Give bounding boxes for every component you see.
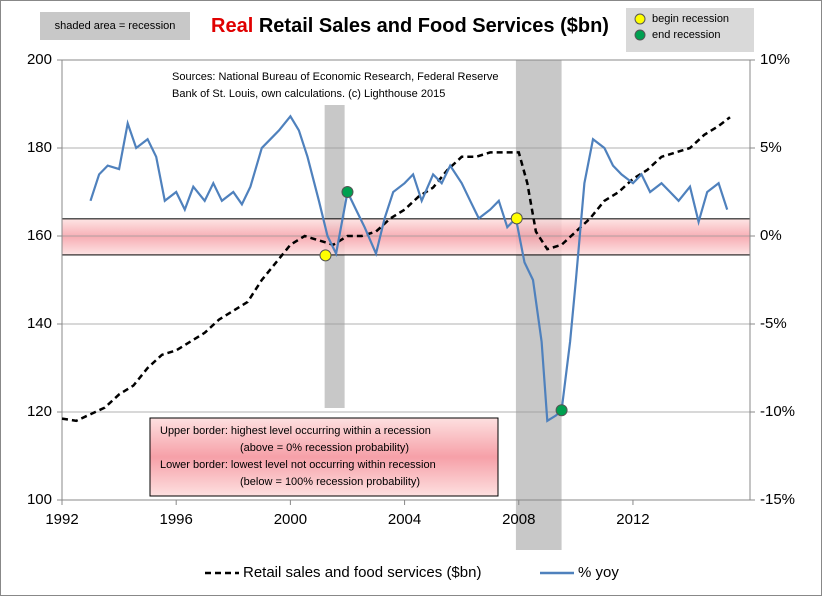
y2-tick-label: 10%: [760, 51, 790, 68]
recession-marker: [510, 212, 523, 225]
y-tick-label: 100: [27, 491, 52, 508]
x-tick-label: 1992: [45, 511, 78, 528]
band-note-box: [149, 417, 499, 497]
x-tick-label: 2008: [502, 511, 535, 528]
series-line: [89, 114, 729, 423]
legend-marker: [634, 13, 646, 25]
y-tick-label: 200: [27, 51, 52, 68]
band-note: Lower border: lowest level not occurring…: [160, 459, 436, 471]
recession-marker: [319, 249, 332, 262]
legend-label: end recession: [652, 29, 721, 41]
y-tick-label: 160: [27, 227, 52, 244]
band-note: (above = 0% recession probability): [240, 442, 409, 454]
band-note: (below = 100% recession probability): [240, 476, 420, 488]
y-tick-label: 140: [27, 315, 52, 332]
source-note: Sources: National Bureau of Economic Res…: [172, 71, 499, 83]
legend-marker: [634, 29, 646, 41]
recession-shade: [515, 60, 562, 550]
y2-tick-label: -10%: [760, 403, 795, 420]
legend-label: % yoy: [578, 564, 619, 581]
legend-label: Retail sales and food services ($bn): [243, 564, 481, 581]
chart-title: Real Retail Sales and Food Services ($bn…: [211, 15, 609, 37]
title-text: Retail Sales and Food Services ($bn): [259, 15, 609, 37]
plot-area: [61, 59, 751, 501]
x-tick-label: 2004: [388, 511, 421, 528]
y2-tick-label: 5%: [760, 139, 782, 156]
title-highlight: Real: [211, 15, 253, 37]
y-tick-label: 120: [27, 403, 52, 420]
y-tick-label: 180: [27, 139, 52, 156]
y2-tick-label: -5%: [760, 315, 787, 332]
x-tick-label: 2000: [274, 511, 307, 528]
y2-tick-label: -15%: [760, 491, 795, 508]
legend-label: begin recession: [652, 13, 729, 25]
recession-shade: [324, 105, 345, 408]
recession-marker: [555, 404, 568, 417]
x-tick-label: 1996: [160, 511, 193, 528]
shaded-label-box: [40, 12, 190, 40]
source-note: Bank of St. Louis, own calculations. (c)…: [172, 88, 445, 100]
band-note: Upper border: highest level occurring wi…: [160, 425, 431, 437]
y2-tick-label: 0%: [760, 227, 782, 244]
threshold-band: [61, 218, 751, 256]
x-tick-label: 2012: [616, 511, 649, 528]
recession-marker: [341, 186, 354, 198]
legend-box: [626, 8, 754, 52]
shaded-label: shaded area = recession: [55, 20, 176, 32]
